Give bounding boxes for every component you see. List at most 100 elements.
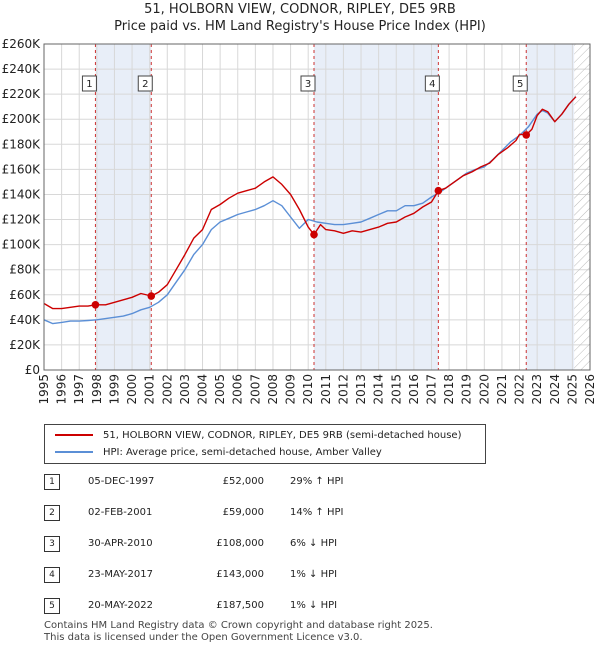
- x-tick-label: 2023: [530, 374, 544, 405]
- x-tick-label: 1998: [90, 374, 104, 405]
- y-tick-label: £100K: [2, 238, 42, 252]
- x-tick-label: 2013: [354, 374, 368, 405]
- event-marker-box: [512, 75, 528, 92]
- chart-title-line1: 51, HOLBORN VIEW, CODNOR, RIPLEY, DE5 9R…: [144, 2, 456, 17]
- sale-number-badge: 5: [44, 598, 60, 614]
- shaded-band: [95, 44, 152, 370]
- table-row: 5 20-MAY-2022 £187,500 1% ↓ HPI: [0, 596, 600, 616]
- x-tick-label: 2000: [125, 374, 139, 405]
- x-tick-label: 2003: [178, 374, 192, 405]
- sale-number-badge: 2: [44, 505, 60, 521]
- x-tick-label: 2015: [389, 374, 403, 405]
- y-tick-label: £180K: [2, 137, 42, 151]
- y-tick-label: £260K: [2, 37, 42, 51]
- y-tick-label: £80K: [9, 263, 41, 277]
- footer-licence: This data is licensed under the Open Gov…: [44, 632, 363, 643]
- shaded-band: [526, 44, 575, 370]
- x-tick-label: 2012: [336, 374, 350, 405]
- x-tick-label: 2019: [460, 374, 474, 405]
- x-tick-label: 1995: [37, 374, 51, 405]
- event-marker-box: [424, 75, 440, 92]
- sale-date: 30-APR-2010: [88, 538, 153, 549]
- legend-label-property: 51, HOLBORN VIEW, CODNOR, RIPLEY, DE5 9R…: [103, 429, 462, 441]
- x-tick-label: 2017: [424, 374, 438, 405]
- y-tick-label: £120K: [2, 213, 42, 227]
- sale-hpi-diff: 1% ↓ HPI: [290, 600, 338, 611]
- table-row: 1 05-DEC-1997 £52,000 29% ↑ HPI: [0, 472, 600, 492]
- x-tick-label: 1996: [55, 374, 69, 405]
- sale-price: £52,000: [222, 476, 264, 487]
- sale-date: 05-DEC-1997: [88, 476, 155, 487]
- x-tick-label: 2014: [372, 374, 386, 405]
- y-tick-label: £200K: [2, 112, 42, 126]
- forecast-hatch: [574, 44, 590, 370]
- x-tick-label: 1999: [107, 374, 121, 405]
- sale-hpi-diff: 6% ↓ HPI: [290, 538, 338, 549]
- event-marker-label: 1: [86, 79, 92, 90]
- sale-price: £59,000: [222, 507, 264, 518]
- legend-item-hpi: HPI: Average price, semi-detached house,…: [45, 444, 382, 460]
- sale-date: 02-FEB-2001: [88, 507, 153, 518]
- sale-number-badge: 1: [44, 474, 60, 490]
- sale-number-badge: 4: [44, 567, 60, 583]
- x-tick-label: 2018: [442, 374, 456, 405]
- table-row: 3 30-APR-2010 £108,000 6% ↓ HPI: [0, 534, 600, 554]
- x-tick-label: 2004: [196, 374, 210, 405]
- y-tick-label: £40K: [9, 313, 41, 327]
- legend-label-hpi: HPI: Average price, semi-detached house,…: [103, 446, 382, 458]
- event-marker-label: 2: [142, 79, 148, 90]
- x-tick-label: 2020: [477, 374, 491, 405]
- x-tick-label: 2022: [513, 374, 527, 405]
- legend-swatch-hpi: [55, 451, 93, 453]
- chart-title-line2: Price paid vs. HM Land Registry's House …: [114, 19, 486, 34]
- y-tick-label: £240K: [2, 62, 42, 76]
- y-tick-label: £20K: [9, 338, 41, 352]
- x-tick-label: 2002: [160, 374, 174, 405]
- y-tick-label: £160K: [2, 162, 42, 176]
- table-row: 4 23-MAY-2017 £143,000 1% ↓ HPI: [0, 565, 600, 585]
- sale-point: [91, 301, 100, 309]
- x-tick-label: 2024: [548, 374, 562, 405]
- legend-swatch-property: [55, 434, 93, 436]
- footer-copyright: Contains HM Land Registry data © Crown c…: [44, 620, 433, 631]
- sale-date: 20-MAY-2022: [88, 600, 154, 611]
- sale-price: £143,000: [216, 569, 264, 580]
- y-tick-label: £220K: [2, 87, 42, 101]
- sale-point: [522, 131, 531, 139]
- x-tick-label: 2009: [284, 374, 298, 405]
- sale-hpi-diff: 14% ↑ HPI: [290, 507, 344, 518]
- event-marker-label: 4: [429, 79, 435, 90]
- x-tick-label: 2007: [248, 374, 262, 405]
- x-tick-label: 2016: [407, 374, 421, 405]
- y-tick-label: £0: [25, 363, 40, 377]
- sale-hpi-diff: 1% ↓ HPI: [290, 569, 338, 580]
- sale-point: [310, 230, 318, 239]
- sale-point: [434, 186, 443, 195]
- shaded-band: [314, 44, 439, 370]
- x-tick-label: 2005: [213, 374, 227, 405]
- sale-point: [147, 292, 156, 300]
- sale-date: 23-MAY-2017: [88, 569, 154, 580]
- sale-number-badge: 3: [44, 536, 60, 552]
- event-marker-box: [137, 75, 153, 92]
- plot-frame: [43, 43, 591, 371]
- sale-price: £108,000: [216, 538, 264, 549]
- chart-legend: 51, HOLBORN VIEW, CODNOR, RIPLEY, DE5 9R…: [44, 424, 486, 464]
- property-price-line: [43, 96, 577, 310]
- y-tick-label: £140K: [2, 187, 42, 201]
- table-row: 2 02-FEB-2001 £59,000 14% ↑ HPI: [0, 503, 600, 523]
- event-marker-box: [81, 75, 97, 92]
- x-tick-label: 1997: [72, 374, 86, 405]
- y-tick-label: £60K: [9, 288, 41, 302]
- x-tick-label: 2008: [266, 374, 280, 405]
- x-tick-label: 2021: [495, 374, 509, 405]
- sale-price: £187,500: [216, 600, 264, 611]
- x-tick-label: 2010: [301, 374, 315, 405]
- x-tick-label: 2025: [565, 374, 579, 405]
- x-tick-label: 2011: [319, 374, 333, 405]
- legend-item-property: 51, HOLBORN VIEW, CODNOR, RIPLEY, DE5 9R…: [45, 427, 461, 443]
- event-marker-box: [300, 75, 316, 92]
- event-marker-label: 5: [517, 79, 523, 90]
- event-marker-label: 3: [305, 79, 311, 90]
- price-chart: £0 £20K £40K £60K £80K £100K £120K £140K £160K £1…: [2, 37, 597, 405]
